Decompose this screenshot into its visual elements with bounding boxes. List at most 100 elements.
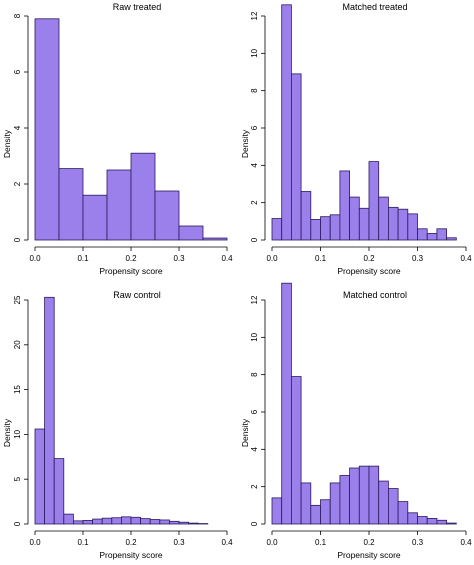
y-tick-label: 0 [250,521,259,526]
x-tick-label: 0.0 [266,538,278,547]
x-tick-label: 0.2 [125,254,137,263]
histogram-bar [271,218,283,241]
histogram-bar [73,520,84,525]
histogram-bar [320,216,331,241]
histogram-bar [178,225,204,241]
x-axis-label: Propensity score [99,550,163,560]
x-tick-label: 0.1 [315,254,327,263]
histogram-bar [159,519,170,525]
histogram-bar [320,499,331,525]
y-tick-label: 8 [250,372,259,377]
y-tick-label: 8 [13,13,22,18]
x-axis-label: Propensity score [99,266,163,276]
histogram-bar [178,521,190,525]
x-tick-label: 0.1 [315,538,327,547]
histogram-bar [300,482,312,525]
x-tick-label: 0.3 [412,254,424,263]
histogram-bar [149,519,161,525]
y-tick-label: 0 [13,237,22,242]
histogram-bar [188,522,199,525]
y-tick-label: 0 [250,237,259,242]
x-tick-label: 0.4 [221,538,233,547]
histogram-bar [290,73,302,241]
y-tick-label: 15 [13,385,22,394]
histogram-bar [281,282,292,525]
histogram-bar [417,516,428,525]
histogram-bar [140,518,151,525]
x-tick-label: 0.3 [412,538,424,547]
histogram-bar [426,518,438,525]
histogram-bar [63,513,74,525]
y-tick-label: 6 [250,409,259,414]
chart-panel-2: Matched treated 0.0 0.1 0.2 0.3 0.4 0 2 4 6 8 10 12 P… [240,2,472,276]
x-tick-label: 0.0 [29,254,41,263]
histogram-bar [358,465,370,525]
histogram-bar [378,480,389,525]
x-tick-label: 0.2 [363,254,375,263]
histogram-bar [349,196,360,241]
y-tick-label: 0 [13,521,22,526]
histogram-bar [446,522,457,525]
histogram-bar [310,504,321,525]
chart-title: Matched treated [342,2,407,12]
histogram-bar [281,4,292,241]
histogram-bar [130,516,142,525]
x-tick-label: 0.2 [363,538,375,547]
y-tick-label: 6 [250,125,259,130]
histogram-bar [329,482,341,525]
x-tick-label: 0.3 [173,254,185,263]
y-tick-label: 25 [13,295,22,304]
histogram-bar [106,169,132,241]
histogram-bar [310,219,321,241]
x-tick-label: 0.4 [460,538,472,547]
y-tick-label: 4 [250,447,259,452]
histogram-bar [121,516,132,525]
y-tick-label: 12 [250,11,259,20]
y-tick-label: 10 [13,429,22,438]
y-axis-label: Density [240,418,250,447]
chart-panel-4: Matched control 0.0 0.1 0.2 0.3 0.4 0 2 4 6 8 10 12 P… [240,282,472,560]
histogram-bar [397,208,409,241]
histogram-bar [339,475,350,525]
chart-panel-3: Raw control 0.0 0.1 0.2 0.3 0.4 0 5 10 15 20 25 Prop… [2,290,233,560]
histogram-bar [436,519,447,525]
y-axis-label: Density [240,129,250,158]
x-tick-label: 0.1 [77,254,89,263]
y-tick-label: 5 [13,476,22,481]
histogram-bar [397,501,409,525]
chart-panel-1: Raw treated 0.0 0.1 0.2 0.3 0.4 0 2 4 6 8 Propensit… [2,2,233,276]
histogram-bar [339,170,350,241]
histogram-bar [101,517,113,525]
histogram-bar [436,228,447,241]
histogram-bar [53,458,65,525]
y-tick-label: 6 [13,69,22,74]
x-axis-label: Propensity score [337,266,401,276]
y-tick-label: 10 [250,332,259,341]
histogram-bar [368,161,380,241]
histogram-bar [130,152,156,241]
histogram-bar [417,228,428,241]
x-tick-label: 0.1 [77,538,89,547]
histogram-bar [34,18,60,241]
histogram-bar [34,428,46,525]
histogram-bar [407,512,418,525]
histogram-bar [446,237,457,241]
x-tick-label: 0.2 [125,538,137,547]
chart-title: Raw treated [113,2,162,12]
y-tick-label: 12 [250,295,259,304]
histogram-bar [154,190,180,241]
histogram-bar [378,196,389,241]
histogram-bar [82,194,108,241]
x-tick-label: 0.4 [221,254,233,263]
histogram-bar [168,520,180,525]
x-tick-label: 0.0 [29,538,41,547]
x-tick-label: 0.0 [266,254,278,263]
histogram-bar [368,465,380,525]
x-tick-label: 0.3 [173,538,185,547]
histogram-bar [349,467,360,525]
histogram-bar [271,497,283,525]
histogram-bar [329,214,341,241]
histogram-bar [300,191,312,241]
histogram-bar [358,207,370,241]
